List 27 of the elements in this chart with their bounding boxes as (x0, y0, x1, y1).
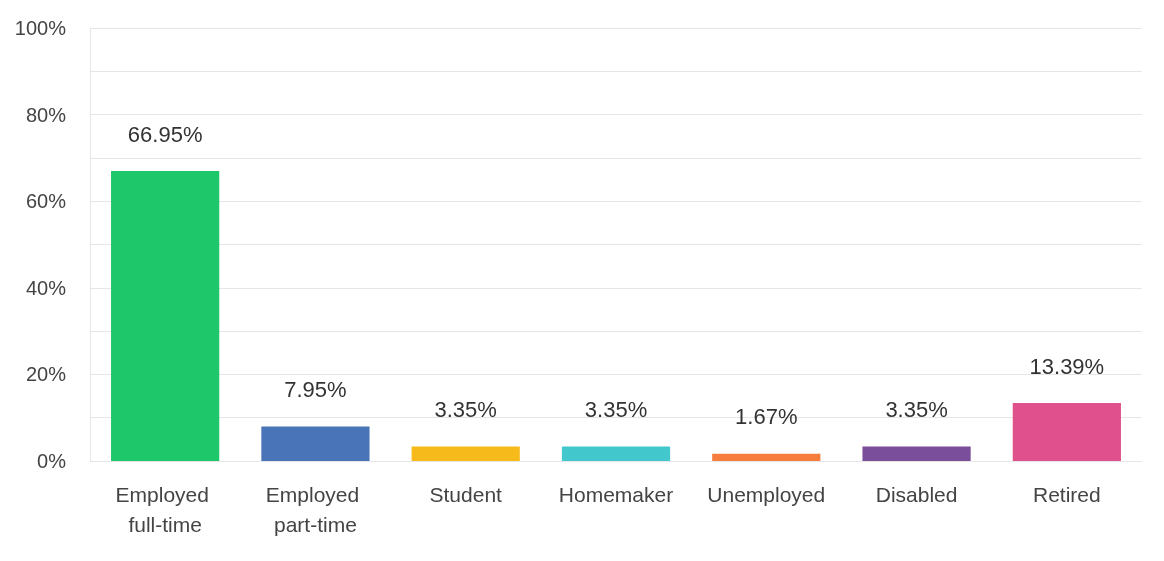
bar (411, 446, 520, 461)
y-tick-label: 100% (14, 17, 67, 39)
bar (111, 171, 220, 461)
bar (1012, 403, 1121, 461)
data-label: 13.39% (1029, 353, 1105, 379)
data-label: 7.95% (284, 377, 347, 403)
bar (261, 426, 370, 461)
x-tick-label: Disabled (875, 482, 958, 506)
bar (862, 446, 971, 461)
data-label: 66.95% (127, 121, 203, 147)
y-tick-label: 60% (25, 190, 67, 213)
x-tick-label: Homemaker (558, 482, 674, 506)
data-label: 3.35% (584, 396, 648, 422)
data-label: 1.67% (735, 404, 798, 430)
data-label: 3.35% (885, 396, 948, 422)
bar (561, 446, 671, 461)
data-label: 3.35% (434, 396, 497, 422)
x-tick-label: Employed part-time (265, 482, 366, 536)
y-tick-label: 40% (25, 276, 67, 299)
bar (712, 453, 821, 461)
y-tick-label: 0% (37, 450, 67, 472)
y-tick-label: 80% (25, 103, 67, 126)
x-tick-label: Student (429, 482, 503, 506)
y-tick-label: 20% (25, 363, 67, 386)
x-tick-label: Unemployed (707, 482, 826, 506)
x-tick-label: Employed full-time (115, 482, 215, 536)
x-tick-label: Retired (1033, 482, 1101, 506)
